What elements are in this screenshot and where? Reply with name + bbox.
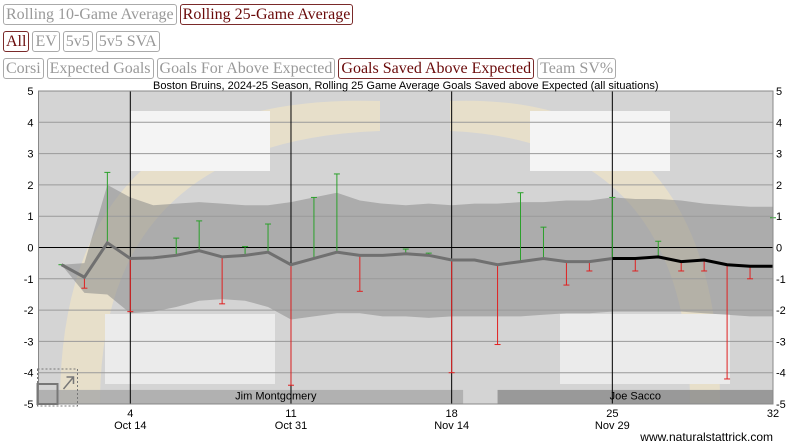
y-tick-label-right: -4	[776, 368, 786, 380]
y-tick-label-left: -3	[24, 336, 34, 348]
y-tick-label-left: 5	[27, 86, 33, 98]
toggle-all[interactable]: All	[3, 31, 30, 52]
x-tick-date: Nov 29	[595, 420, 630, 432]
toggle-goals-saved-above-expected[interactable]: Goals Saved Above Expected	[338, 58, 535, 79]
x-tick-date: Oct 14	[114, 420, 146, 432]
chart-title: Boston Bruins, 2024-25 Season, Rolling 2…	[153, 80, 659, 92]
y-tick-label-left: 0	[27, 243, 33, 255]
y-tick-label-left: 1	[27, 211, 33, 223]
toggle-5v5[interactable]: 5v5	[62, 31, 93, 52]
y-tick-label-right: 0	[776, 243, 782, 255]
rolling-average-recent-line	[612, 255, 773, 268]
y-tick-label-right: -3	[776, 336, 786, 348]
x-tick-label: 4	[127, 408, 133, 420]
y-tick-label-left: -5	[24, 399, 34, 411]
zoom-drag-icon[interactable]	[37, 368, 78, 407]
y-tick-label-right: -1	[776, 274, 786, 286]
x-tick-label: 25	[606, 408, 618, 420]
expand-arrow-icon	[62, 376, 75, 390]
toggle-team-sv-[interactable]: Team SV%	[537, 58, 617, 79]
coach-label: Jim Montgomery	[235, 390, 317, 402]
x-tick-date: Nov 14	[434, 420, 469, 432]
x-tick-label: 18	[446, 408, 458, 420]
y-tick-label-right: -2	[776, 305, 786, 317]
coach-label: Joe Sacco	[610, 390, 661, 402]
x-tick-label: 32	[767, 408, 779, 420]
coach-band	[497, 389, 773, 404]
coach-band	[38, 389, 464, 404]
y-tick-label-left: 3	[27, 149, 33, 161]
situation-toggle-group: All EV 5v5 5v5 SVA	[3, 31, 160, 52]
rolling-average-line	[60, 240, 613, 280]
y-tick-label-left: -2	[24, 305, 34, 317]
metric-toggle-group: Corsi Expected Goals Goals For Above Expec…	[3, 58, 617, 79]
logo-shape	[60, 100, 380, 404]
y-tick-label-right: 2	[776, 180, 782, 192]
y-tick-label-left: -4	[24, 368, 34, 380]
toggle-rolling-10-game-average[interactable]: Rolling 10-Game Average	[3, 4, 177, 25]
y-tick-label-right: 3	[776, 149, 782, 161]
y-tick-label-left: 2	[27, 180, 33, 192]
logo-shape	[450, 100, 720, 404]
toggle-ev[interactable]: EV	[32, 31, 60, 52]
y-tick-label-left: 4	[27, 117, 33, 129]
logo-shape	[130, 111, 270, 171]
toggle-expected-goals[interactable]: Expected Goals	[46, 58, 154, 79]
logo-shape	[560, 314, 730, 384]
credit-text: www.naturalstattrick.com	[639, 430, 773, 444]
x-tick-date: Oct 31	[275, 420, 307, 432]
toggle-goals-for-above-expected[interactable]: Goals For Above Expected	[156, 58, 336, 79]
toggle-5v5-sva[interactable]: 5v5 SVA	[95, 31, 160, 52]
toggle-rolling-25-game-average[interactable]: Rolling 25-Game Average	[179, 4, 354, 25]
plot-border	[38, 90, 774, 405]
y-tick-label-right: 4	[776, 117, 782, 129]
y-tick-label-right: -5	[776, 399, 786, 411]
y-tick-label-right: 1	[776, 211, 782, 223]
confidence-band	[61, 184, 773, 320]
logo-shape	[530, 111, 670, 171]
y-tick-label-right: 5	[776, 86, 782, 98]
window-toggle-group: Rolling 10-Game Average Rolling 25-Game A…	[3, 4, 354, 25]
toggle-corsi[interactable]: Corsi	[3, 58, 44, 79]
x-tick-label: 11	[285, 408, 296, 420]
y-tick-label-left: -1	[24, 274, 34, 286]
